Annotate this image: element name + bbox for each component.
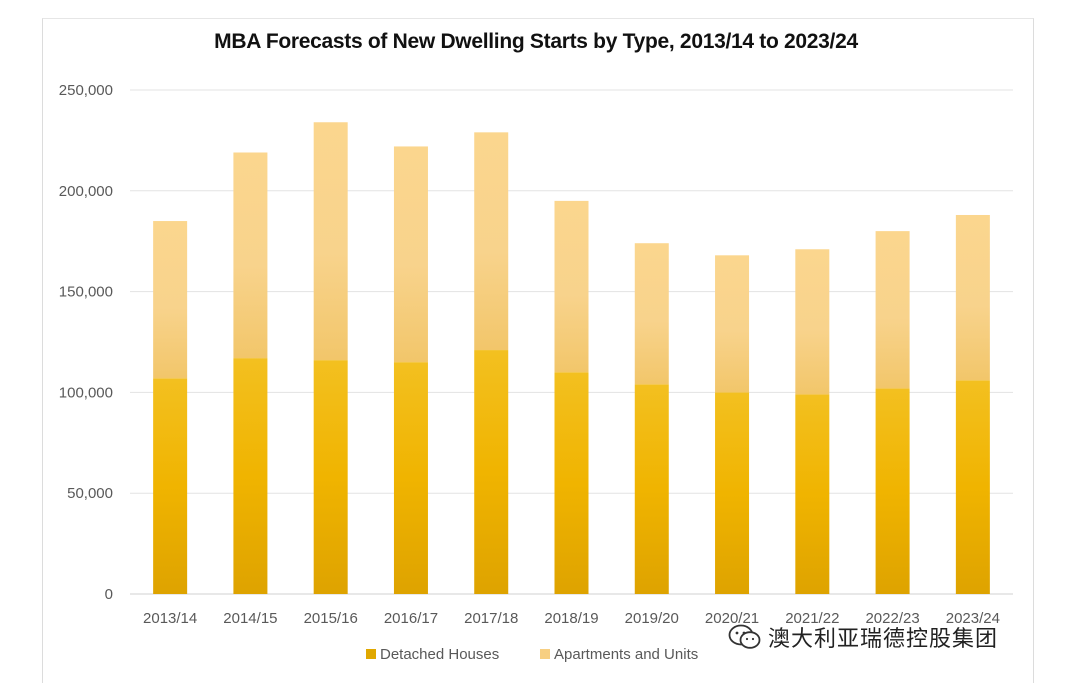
x-tick-label: 2014/15 — [223, 610, 277, 627]
bar-detached-houses — [233, 358, 268, 594]
bar-apartments-units — [233, 152, 268, 359]
y-axis: 0 50,000 100,000 150,000 200,000 250,000 — [59, 82, 113, 603]
chart-title: MBA Forecasts of New Dwelling Starts by … — [214, 30, 858, 53]
bar-detached-houses — [153, 378, 188, 594]
bar-detached-houses — [875, 388, 910, 594]
legend-swatch-apartments-units — [540, 649, 550, 659]
y-tick-label: 200,000 — [59, 183, 113, 200]
legend-label-apartments-units: Apartments and Units — [554, 646, 698, 663]
bar-apartments-units — [634, 243, 669, 385]
x-tick-label: 2016/17 — [384, 610, 438, 627]
wechat-icon — [728, 624, 761, 649]
x-tick-label: 2023/24 — [946, 610, 1000, 627]
chart-frame — [42, 18, 1034, 683]
bar-apartments-units — [955, 214, 990, 381]
watermark-text: 澳大利亚瑞德控股集团 — [768, 627, 999, 652]
x-tick-label: 2017/18 — [464, 610, 518, 627]
x-tick-label: 2022/23 — [865, 610, 919, 627]
bars — [153, 122, 990, 594]
bar-apartments-units — [795, 249, 830, 395]
bar-apartments-units — [875, 231, 910, 389]
bar-apartments-units — [715, 255, 750, 393]
x-tick-label: 2015/16 — [304, 610, 358, 627]
bar-detached-houses — [715, 392, 750, 594]
x-tick-label: 2018/19 — [544, 610, 598, 627]
bar-detached-houses — [313, 360, 348, 594]
x-tick-label: 2019/20 — [625, 610, 679, 627]
bar-detached-houses — [955, 380, 990, 594]
bar-detached-houses — [634, 384, 669, 594]
bar-detached-houses — [795, 394, 830, 594]
x-tick-label: 2020/21 — [705, 610, 759, 627]
bar-apartments-units — [554, 200, 589, 373]
bar-detached-houses — [474, 350, 509, 594]
y-tick-label: 250,000 — [59, 82, 113, 99]
y-tick-label: 100,000 — [59, 384, 113, 401]
legend-label-detached-houses: Detached Houses — [380, 646, 499, 663]
legend: Detached Houses Apartments and Units — [366, 646, 698, 663]
watermark: 澳大利亚瑞德控股集团 — [728, 622, 998, 652]
x-axis: 2013/14 2014/15 2015/16 2016/17 2017/18 2018/… — [143, 610, 1000, 627]
bar-apartments-units — [153, 221, 188, 379]
bar-apartments-units — [474, 132, 509, 351]
bar-detached-houses — [554, 372, 589, 594]
legend-swatch-detached-houses — [366, 649, 376, 659]
x-tick-label: 2021/22 — [785, 610, 839, 627]
bar-apartments-units — [313, 122, 348, 361]
bar-apartments-units — [393, 146, 428, 363]
x-tick-label: 2013/14 — [143, 610, 197, 627]
y-tick-label: 150,000 — [59, 284, 113, 301]
y-tick-label: 50,000 — [67, 485, 113, 502]
y-tick-label: 0 — [105, 586, 113, 603]
bar-detached-houses — [393, 362, 428, 594]
